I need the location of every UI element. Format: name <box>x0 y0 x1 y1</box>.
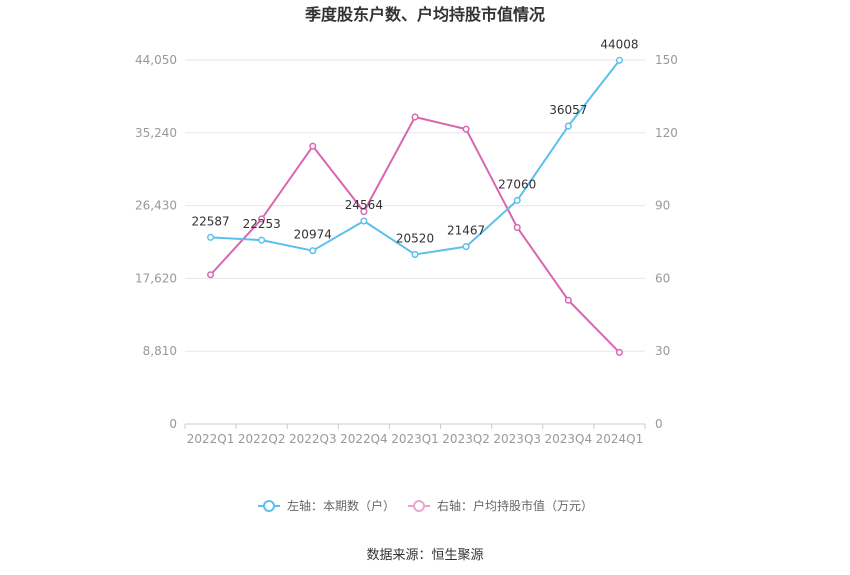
series-point-0 <box>411 250 419 258</box>
left-tick-label: 0 <box>169 417 177 431</box>
grid <box>185 59 645 425</box>
legend-label: 左轴：本期数（户） <box>287 498 395 513</box>
series-point-0 <box>615 56 623 64</box>
series-point-0 <box>207 233 215 241</box>
series-point-1 <box>360 208 368 216</box>
series-point-1 <box>462 125 470 133</box>
series-point-0 <box>462 243 470 251</box>
data-label: 20520 <box>396 231 434 245</box>
data-label: 22253 <box>243 217 281 231</box>
legend-label: 右轴：户均持股市值（万元） <box>437 498 593 513</box>
series-group: 22587 22253 20974 24564 20520 21467 27060 36057… <box>191 37 639 356</box>
left-tick-label: 8,810 <box>143 344 177 358</box>
series-point-1 <box>309 142 317 150</box>
left-axis-ticks: 0 8,810 17,620 26,430 35,240 44,050 <box>135 53 177 431</box>
series-point-0 <box>513 196 521 204</box>
series-point-1 <box>564 296 572 304</box>
data-label: 21467 <box>447 224 485 238</box>
source-note: 数据来源：恒生聚源 <box>366 548 483 563</box>
series-point-0 <box>564 122 572 130</box>
data-label: 24564 <box>345 198 383 212</box>
x-tick-label: 2023Q4 <box>545 432 593 446</box>
data-label: 27060 <box>498 177 536 191</box>
legend-marker-icon <box>413 500 425 512</box>
x-axis-ticks: 2022Q1 2022Q2 2022Q3 2022Q4 2023Q1 2023Q2 2023… <box>184 424 646 446</box>
data-label: 22587 <box>191 214 229 228</box>
x-tick-label: 2024Q1 <box>596 432 644 446</box>
right-tick-label: 0 <box>655 417 663 431</box>
series-point-0 <box>309 247 317 255</box>
right-axis-ticks: 0 30 60 90 120 150 <box>655 53 678 431</box>
right-tick-label: 90 <box>655 199 670 213</box>
right-tick-label: 120 <box>655 126 678 140</box>
legend-item-1[interactable]: 右轴：户均持股市值（万元） <box>408 498 593 513</box>
legend-item-0[interactable]: 左轴：本期数（户） <box>258 498 395 513</box>
left-tick-label: 17,620 <box>135 271 177 285</box>
series-point-0 <box>258 236 266 244</box>
right-tick-label: 150 <box>655 53 678 67</box>
x-tick-label: 2023Q3 <box>493 432 541 446</box>
legend[interactable]: 左轴：本期数（户） 右轴：户均持股市值（万元） <box>258 498 593 513</box>
x-tick-label: 2023Q1 <box>391 432 439 446</box>
series-point-1 <box>513 223 521 231</box>
right-tick-label: 60 <box>655 271 670 285</box>
x-tick-label: 2022Q2 <box>238 432 286 446</box>
left-tick-label: 26,430 <box>135 199 177 213</box>
legend-marker-icon <box>263 500 275 512</box>
left-tick-label: 44,050 <box>135 53 177 67</box>
series-point-0 <box>360 217 368 225</box>
x-tick-label: 2022Q3 <box>289 432 337 446</box>
series-point-1 <box>207 271 215 279</box>
data-label: 36057 <box>549 103 587 117</box>
x-tick-label: 2023Q2 <box>442 432 490 446</box>
series-point-1 <box>411 113 419 121</box>
left-tick-label: 35,240 <box>135 126 177 140</box>
x-tick-label: 2022Q1 <box>187 432 235 446</box>
series-point-1 <box>615 348 623 356</box>
chart-title: 季度股东户数、户均持股市值情况 <box>304 5 545 24</box>
x-tick-label: 2022Q4 <box>340 432 388 446</box>
data-label: 20974 <box>294 228 332 242</box>
right-tick-label: 30 <box>655 344 670 358</box>
series-point-1 <box>258 215 266 223</box>
data-label: 44008 <box>600 37 638 51</box>
